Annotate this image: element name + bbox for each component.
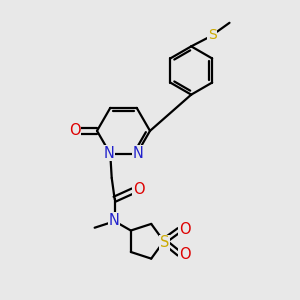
Text: O: O bbox=[179, 222, 191, 237]
Text: N: N bbox=[133, 146, 144, 161]
Text: S: S bbox=[160, 235, 169, 250]
Text: S: S bbox=[208, 28, 217, 42]
Text: O: O bbox=[69, 123, 81, 138]
Text: O: O bbox=[179, 247, 191, 262]
Text: N: N bbox=[109, 213, 119, 228]
Text: O: O bbox=[133, 182, 145, 197]
Text: N: N bbox=[103, 146, 114, 161]
